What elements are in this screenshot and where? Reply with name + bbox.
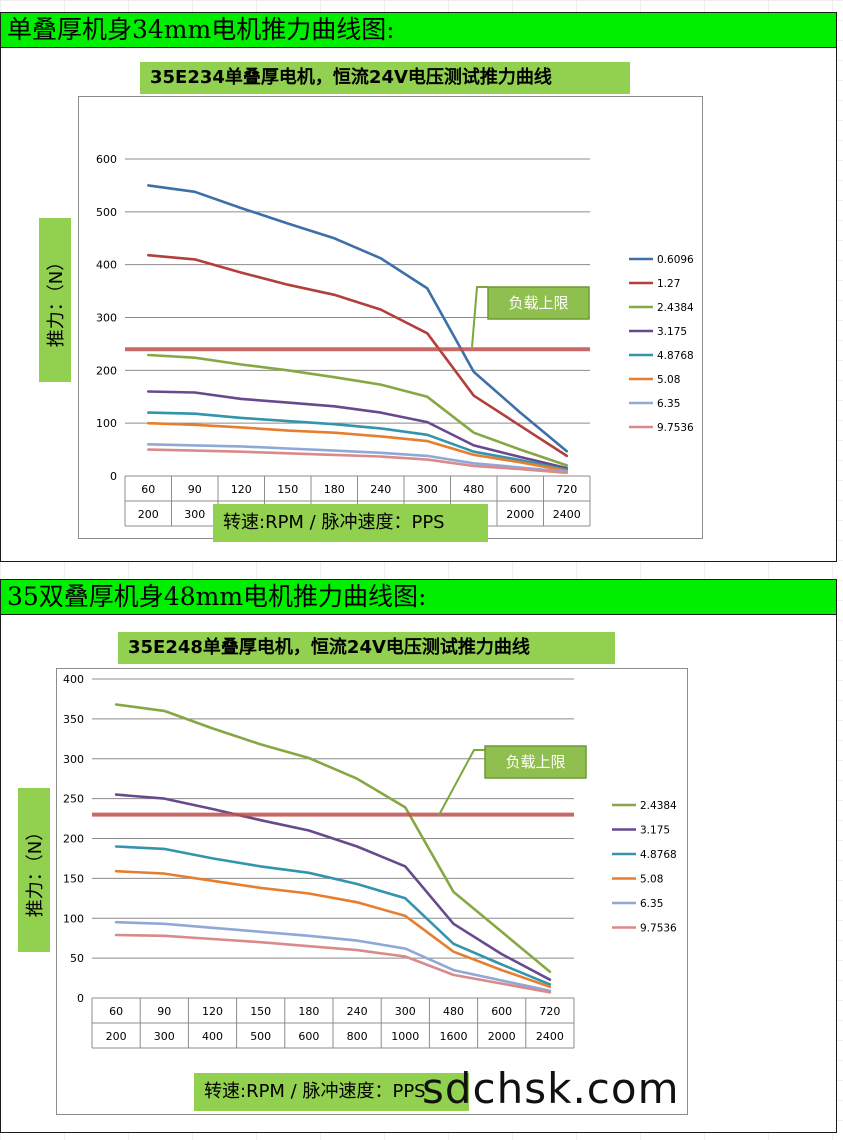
chart-svg: 0 100 200 300 400 500 600 60 90 120 150 180 240 300 48… [96,153,694,527]
plot-area-2: 0 50 100 150 200 250 300 350 400 60 90 120 150 180 240… [56,668,688,1115]
y-tick-label: 250 [63,793,84,806]
x-tick-label-rpm: 480 [443,1005,464,1018]
y-tick-label: 300 [96,312,117,325]
series-line-0_6096 [147,184,569,453]
x-tick-label-pps: 400 [202,1030,223,1043]
callout-label: 负载上限 [508,294,568,312]
series-line-2_4384 [114,703,552,974]
callout-box [484,745,587,779]
x-tick-label-rpm: 150 [250,1005,271,1018]
legend-label: 1.27 [657,278,680,290]
series-line-3_175 [114,793,552,982]
x-tick-label-pps: 600 [298,1030,319,1043]
chart-panel-2: 35E248单叠厚电机，恒流24V电压测试推力曲线 推力：（N） 0 50 100 1… [0,615,837,1133]
legend-label: 3.175 [657,326,687,338]
x-tick-label-rpm: 180 [324,483,345,496]
x-tick-label-rpm: 720 [556,483,577,496]
chart-title: 35E234单叠厚电机，恒流24V电压测试推力曲线 [140,62,630,94]
section-heading-1: 单叠厚机身34mm电机推力曲线图: [0,12,837,48]
x-tick-label-pps: 200 [106,1030,127,1043]
x-tick-label-rpm: 180 [298,1005,319,1018]
y-tick-label: 150 [63,872,84,885]
x-tick-label-pps: 2400 [553,508,581,521]
section-heading-2: 35双叠厚机身48mm电机推力曲线图: [0,579,837,615]
x-tick-label-rpm: 240 [370,483,391,496]
chart-title: 35E248单叠厚电机，恒流24V电压测试推力曲线 [118,632,615,664]
x-tick-label-pps: 1600 [440,1030,468,1043]
x-tick-label-rpm: 60 [141,483,155,496]
x-tick-label-rpm: 120 [231,483,252,496]
x-tick-label-rpm: 600 [510,483,531,496]
series-line-1_27 [147,253,569,458]
legend-label: 9.7536 [640,923,677,935]
series-line-4_8768 [147,411,569,472]
x-tick-label-rpm: 60 [109,1005,123,1018]
x-tick-label-rpm: 150 [277,483,298,496]
series-line-9_7536 [147,448,569,475]
callout-box [487,286,590,320]
x-tick-label-rpm: 240 [347,1005,368,1018]
legend-label: 0.6096 [657,254,694,266]
x-axis-title: 转速:RPM / 脉冲速度：PPS [194,1073,469,1111]
x-tick-label-rpm: 120 [202,1005,223,1018]
y-tick-label: 350 [63,713,84,726]
y-tick-label: 100 [96,417,117,430]
series-line-3_175 [147,390,569,470]
legend-label: 6.35 [657,398,680,410]
y-tick-label: 400 [63,673,84,686]
legend-label: 5.08 [657,374,680,386]
x-tick-label-pps: 1000 [391,1030,419,1043]
callout-pointer [438,749,485,816]
legend-label: 6.35 [640,898,663,910]
series-line-6_35 [147,442,569,474]
chart-svg: 0 50 100 150 200 250 300 350 400 60 90 120 150 180 240… [63,673,677,1049]
callout-label: 负载上限 [505,753,565,771]
x-tick-label-rpm: 480 [463,483,484,496]
x-tick-label-pps: 300 [154,1030,175,1043]
x-tick-label-rpm: 600 [491,1005,512,1018]
x-tick-label-rpm: 300 [417,483,438,496]
legend-label: 4.8768 [657,350,694,362]
series-line-4_8768 [114,845,552,986]
series-line-9_7536 [114,933,552,994]
y-tick-label: 400 [96,259,117,272]
y-tick-label: 200 [96,364,117,377]
y-tick-label: 200 [63,833,84,846]
x-tick-label-pps: 500 [250,1030,271,1043]
callout-pointer [471,286,488,348]
x-tick-label-pps: 2400 [536,1030,564,1043]
y-tick-label: 500 [96,206,117,219]
x-tick-label-pps: 800 [347,1030,368,1043]
y-tick-label: 50 [70,952,84,965]
x-axis-title: 转速:RPM / 脉冲速度：PPS [213,504,488,542]
x-tick-label-pps: 200 [138,508,159,521]
legend-label: 3.175 [640,825,670,837]
x-tick-label-pps: 2000 [506,508,534,521]
y-tick-label: 300 [63,753,84,766]
x-tick-label-pps: 2000 [488,1030,516,1043]
x-tick-label-rpm: 90 [157,1005,171,1018]
y-tick-label: 0 [110,470,117,483]
plot-area-1: 0 100 200 300 400 500 600 60 90 120 150 180 240 300 48… [78,96,703,539]
x-tick-label-rpm: 720 [539,1005,560,1018]
series-line-6_35 [114,920,552,993]
y-tick-label: 100 [63,912,84,925]
legend-label: 9.7536 [657,422,694,434]
y-tick-label: 600 [96,153,117,166]
chart-panel-1: 35E234单叠厚电机，恒流24V电压测试推力曲线 推力：（N） 0 100 200… [0,48,837,562]
y-tick-label: 0 [77,992,84,1005]
y-axis-title: 推力：（N） [39,218,71,382]
legend-label: 2.4384 [657,302,694,314]
x-tick-label-rpm: 90 [188,483,202,496]
legend-label: 2.4384 [640,800,677,812]
x-tick-label-rpm: 300 [395,1005,416,1018]
y-axis-title: 推力：（N） [18,788,50,952]
series-line-5_08 [114,869,552,989]
legend-label: 4.8768 [640,849,677,861]
series-line-2_4384 [147,353,569,467]
x-tick-label-pps: 300 [184,508,205,521]
watermark: sdchsk.com [422,1064,680,1113]
series-line-5_08 [147,421,569,473]
legend-label: 5.08 [640,874,663,886]
